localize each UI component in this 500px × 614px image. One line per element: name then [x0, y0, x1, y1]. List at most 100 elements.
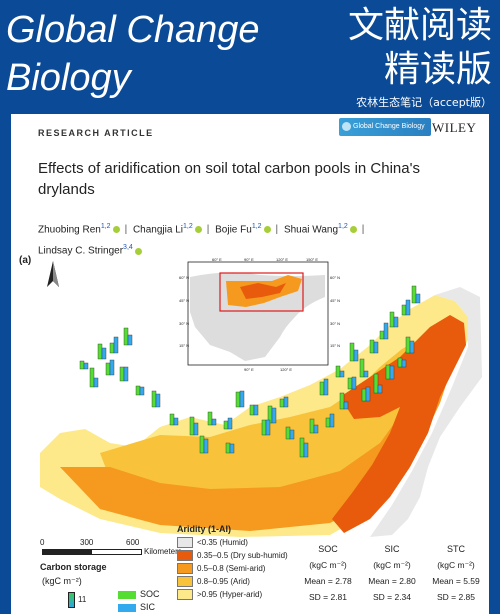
sic-site-bar — [139, 386, 145, 396]
author-affiliation: 3,4 — [123, 244, 133, 252]
aridity-legend-item: >0.95 (Hyper-arid) — [177, 588, 297, 601]
soc-site-bar — [169, 413, 175, 426]
inset-map: 60° E 90° E 120° E 150° E 60° N 45° N 30… — [179, 257, 340, 372]
svg-text:45° N: 45° N — [330, 298, 340, 303]
sic-site-bar — [123, 366, 129, 382]
sic-site-bar — [351, 376, 357, 390]
sic-site-bar — [383, 322, 389, 340]
svg-text:45° N: 45° N — [179, 298, 189, 303]
sic-site-bar — [415, 293, 421, 304]
soc-site-bar — [405, 336, 411, 354]
soc-site-bar — [225, 442, 231, 454]
soc-site-bar — [309, 418, 315, 434]
svg-text:30° N: 30° N — [179, 321, 189, 326]
soc-site-bar — [349, 342, 355, 362]
author-affiliation: 1,2 — [338, 223, 348, 230]
carbon-storage-legend: Carbon storage (kgC m⁻²) 11 SOC SIC — [40, 562, 180, 614]
soc-site-bar — [119, 366, 125, 382]
scale-unit: Kilometers — [144, 547, 182, 556]
sic-site-bar — [353, 349, 359, 362]
sic-site-bar — [303, 442, 309, 458]
sic-site-bar — [271, 407, 277, 424]
soc-label: SOC — [140, 589, 160, 599]
sic-site-bar — [329, 413, 335, 428]
soc-site-bar — [223, 420, 229, 430]
svg-text:30° N: 30° N — [330, 321, 340, 326]
sic-site-bar — [83, 362, 89, 370]
soc-site-bar — [189, 416, 195, 436]
site-bars — [79, 285, 421, 458]
soc-site-bar — [207, 411, 213, 426]
sic-site-bar — [155, 393, 161, 408]
sic-site-bar — [365, 386, 371, 402]
aridity-legend: Aridity (1-AI) <0.35 (Humid) 0.35–0.5 (D… — [177, 524, 297, 614]
svg-text:60° E: 60° E — [212, 257, 222, 262]
scale-tick: 600 — [126, 538, 140, 547]
soc-site-bar — [411, 285, 417, 304]
chinese-title-line2: 精读版 — [383, 49, 492, 90]
sic-site-bar — [239, 390, 245, 408]
soc-site-bar — [369, 339, 375, 354]
orcid-icon[interactable] — [194, 226, 202, 234]
soc-site-bar — [135, 385, 141, 396]
sic-site-bar — [93, 377, 99, 388]
storage-bar-value: 11 — [78, 595, 87, 604]
sic-site-bar — [363, 370, 369, 378]
sic-site-bar — [289, 429, 295, 440]
sic-swatch — [118, 604, 136, 612]
aridity-swatch — [177, 589, 193, 600]
soc-site-bar — [397, 357, 403, 368]
svg-text:15° N: 15° N — [330, 343, 340, 348]
orcid-icon[interactable] — [112, 226, 120, 234]
map-figure: N 60° E 90° E 120° E 150° E 60° N 45° N … — [40, 248, 482, 537]
carbon-stats-table: SOC (kgC m⁻²) Mean = 2.78 SD = 2.81 SIC … — [297, 541, 487, 611]
chinese-title-line1: 文献阅读 — [347, 5, 492, 46]
soc-swatch — [118, 591, 136, 599]
sic-site-bar — [409, 340, 415, 354]
sic-site-bar — [389, 365, 395, 380]
author-name[interactable]: Changjia Li — [132, 224, 183, 236]
sic-site-bar — [173, 417, 179, 426]
soc-site-bar — [109, 342, 115, 354]
svg-text:150° E: 150° E — [306, 257, 318, 262]
orcid-icon[interactable] — [349, 226, 357, 234]
sic-site-bar — [229, 443, 235, 454]
sic-site-bar — [253, 404, 259, 416]
soc-site-bar — [199, 435, 205, 454]
svg-text:120° E: 120° E — [280, 367, 292, 372]
soc-site-bar — [123, 327, 129, 346]
sic-label: SIC — [140, 602, 156, 612]
author-list: Zhuobing Ren1,2 | Changjia Li1,2 | Bojie F… — [38, 223, 365, 257]
sic-site-bar — [323, 378, 329, 396]
soc-site-bar — [379, 330, 385, 340]
sic-site-bar — [203, 438, 209, 454]
orcid-icon[interactable] — [263, 226, 271, 234]
storage-legend-unit: (kgC m⁻²) — [42, 576, 82, 586]
soc-site-bar — [79, 360, 85, 370]
aridity-swatch — [177, 563, 193, 574]
soc-site-bar — [235, 391, 241, 408]
aridity-swatch — [177, 550, 193, 561]
scale-tick: 300 — [80, 538, 94, 547]
sic-site-bar — [113, 336, 119, 354]
scale-tick: 0 — [40, 538, 45, 547]
stats-column-sic: SIC (kgC m⁻²) Mean = 2.80 SD = 2.34 — [368, 544, 416, 602]
orcid-icon[interactable] — [134, 247, 142, 255]
paper-page: RESEARCH ARTICLE Global Change Biology W… — [11, 114, 489, 614]
panel-label: (a) — [19, 255, 32, 266]
journal-badge[interactable]: Global Change Biology — [339, 118, 431, 136]
author-name[interactable]: Shuai Wang — [283, 224, 339, 236]
north-arrow-icon — [47, 261, 59, 287]
svg-text:60° N: 60° N — [179, 275, 189, 280]
chinese-title: 文献阅读 精读版 — [348, 4, 492, 92]
sic-site-bar — [101, 347, 107, 360]
soc-site-bar — [89, 367, 95, 388]
journal-title: Global Change Biology — [6, 6, 316, 102]
aridity-legend-item: <0.35 (Humid) — [177, 536, 297, 549]
author-name[interactable]: Bojie Fu — [215, 224, 252, 236]
journal-title-line2: Biology — [6, 57, 131, 99]
storage-legend-title: Carbon storage — [40, 562, 107, 572]
aridity-legend-item: 0.35–0.5 (Dry sub-humid) — [177, 549, 297, 562]
author-name[interactable]: Zhuobing Ren — [38, 224, 101, 236]
author-name[interactable]: Lindsay C. Stringer — [38, 245, 124, 257]
